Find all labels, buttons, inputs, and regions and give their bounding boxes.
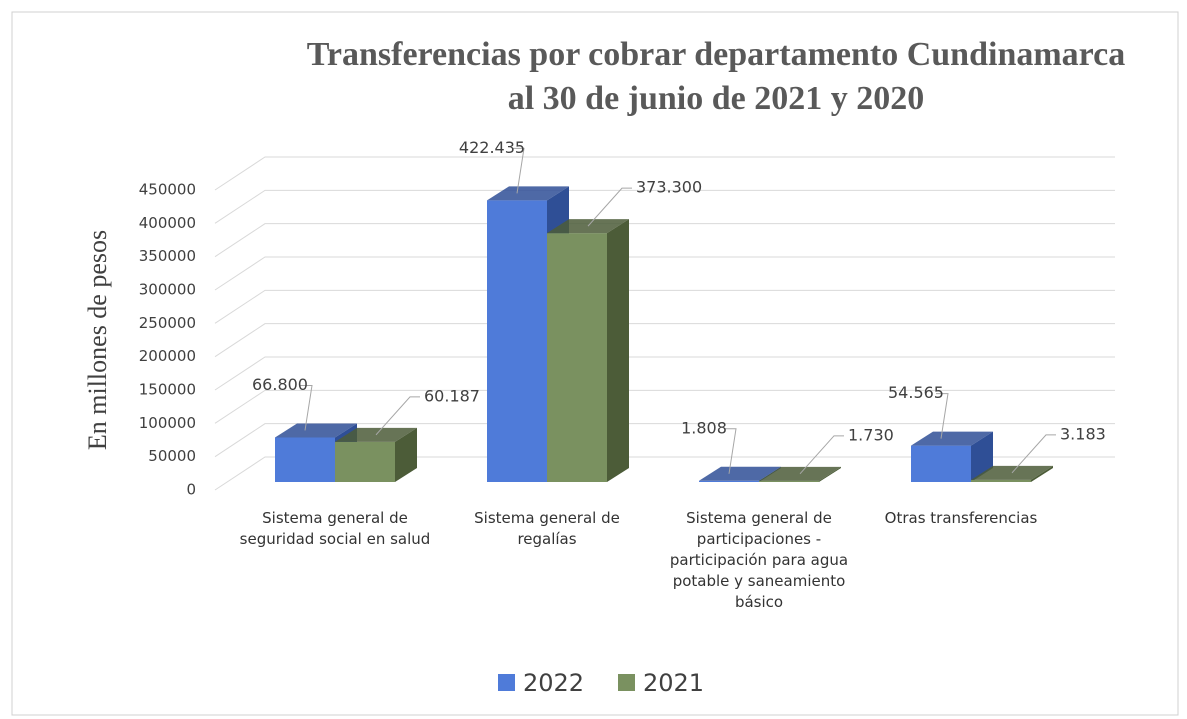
data-label: 373.300 bbox=[636, 178, 702, 197]
x-tick-label: Sistema general de seguridad social en s… bbox=[239, 509, 431, 548]
grid-line bbox=[214, 156, 1115, 191]
data-label: 1.808 bbox=[681, 418, 727, 437]
bar-face bbox=[699, 466, 781, 481]
bar bbox=[335, 427, 417, 482]
bar-face bbox=[547, 233, 607, 482]
grid-line bbox=[214, 289, 1115, 324]
legend-label: 2022 bbox=[523, 669, 584, 697]
leader-line bbox=[936, 393, 949, 439]
bar-face bbox=[911, 445, 971, 482]
x-tick-label: Sistema general de participaciones - par… bbox=[669, 509, 849, 611]
bar-face bbox=[487, 200, 547, 483]
bar-face bbox=[487, 186, 569, 201]
data-label: 3.183 bbox=[1060, 424, 1106, 443]
grid-line bbox=[214, 223, 1115, 258]
bar-face bbox=[275, 437, 335, 482]
data-label: 1.730 bbox=[848, 425, 894, 444]
y-tick-label: 400000 bbox=[139, 214, 196, 232]
legend-swatch bbox=[618, 674, 635, 691]
y-tick-label: 0 bbox=[186, 481, 196, 499]
grid-line bbox=[214, 256, 1115, 291]
y-tick-label: 200000 bbox=[139, 347, 196, 365]
grid-line bbox=[214, 389, 1115, 424]
y-tick-label: 450000 bbox=[139, 181, 196, 199]
bar-face bbox=[395, 427, 417, 482]
leader-line bbox=[724, 428, 737, 474]
y-tick-label: 300000 bbox=[139, 281, 196, 299]
x-tick-label: Otras transferencias bbox=[884, 509, 1038, 527]
grid-line bbox=[214, 423, 1115, 458]
x-tick-label: Sistema general de regalías bbox=[474, 509, 620, 548]
bar-face bbox=[759, 480, 819, 482]
data-label: 54.565 bbox=[888, 383, 944, 402]
leader-line bbox=[300, 384, 313, 431]
y-axis-label: En millones de pesos bbox=[83, 230, 112, 450]
data-label: 422.435 bbox=[459, 138, 525, 157]
leader-line bbox=[1011, 434, 1056, 474]
y-tick-label: 100000 bbox=[139, 414, 196, 432]
legend-swatch bbox=[498, 674, 515, 691]
y-tick-label: 50000 bbox=[148, 447, 196, 465]
chart-border bbox=[11, 11, 1179, 716]
leader-line bbox=[587, 187, 632, 227]
y-tick-label: 150000 bbox=[139, 381, 196, 399]
leader-line bbox=[512, 147, 525, 194]
bar-face bbox=[275, 423, 357, 438]
bar-face bbox=[1031, 465, 1053, 482]
grid-line bbox=[214, 189, 1115, 224]
bar-face bbox=[335, 441, 395, 482]
bar-face bbox=[607, 219, 629, 482]
y-tick-label: 250000 bbox=[139, 314, 196, 332]
bar bbox=[911, 431, 993, 482]
data-label: 60.187 bbox=[424, 386, 480, 405]
grid-line bbox=[214, 356, 1115, 391]
leader-line bbox=[799, 435, 844, 475]
bar-face bbox=[819, 466, 841, 482]
bar-face bbox=[911, 431, 993, 446]
grid-line bbox=[214, 323, 1115, 358]
y-tick-label: 350000 bbox=[139, 247, 196, 265]
chart-title: al 30 de junio de 2021 y 2020 bbox=[508, 80, 925, 117]
chart-title: Transferencias por cobrar departamento C… bbox=[307, 36, 1126, 73]
bar-face bbox=[971, 479, 1031, 482]
bar bbox=[547, 219, 629, 482]
legend-label: 2021 bbox=[643, 669, 704, 697]
data-label: 66.800 bbox=[252, 375, 308, 394]
bar-face bbox=[699, 480, 759, 482]
leader-line bbox=[375, 396, 420, 436]
grid-line bbox=[214, 456, 1115, 491]
